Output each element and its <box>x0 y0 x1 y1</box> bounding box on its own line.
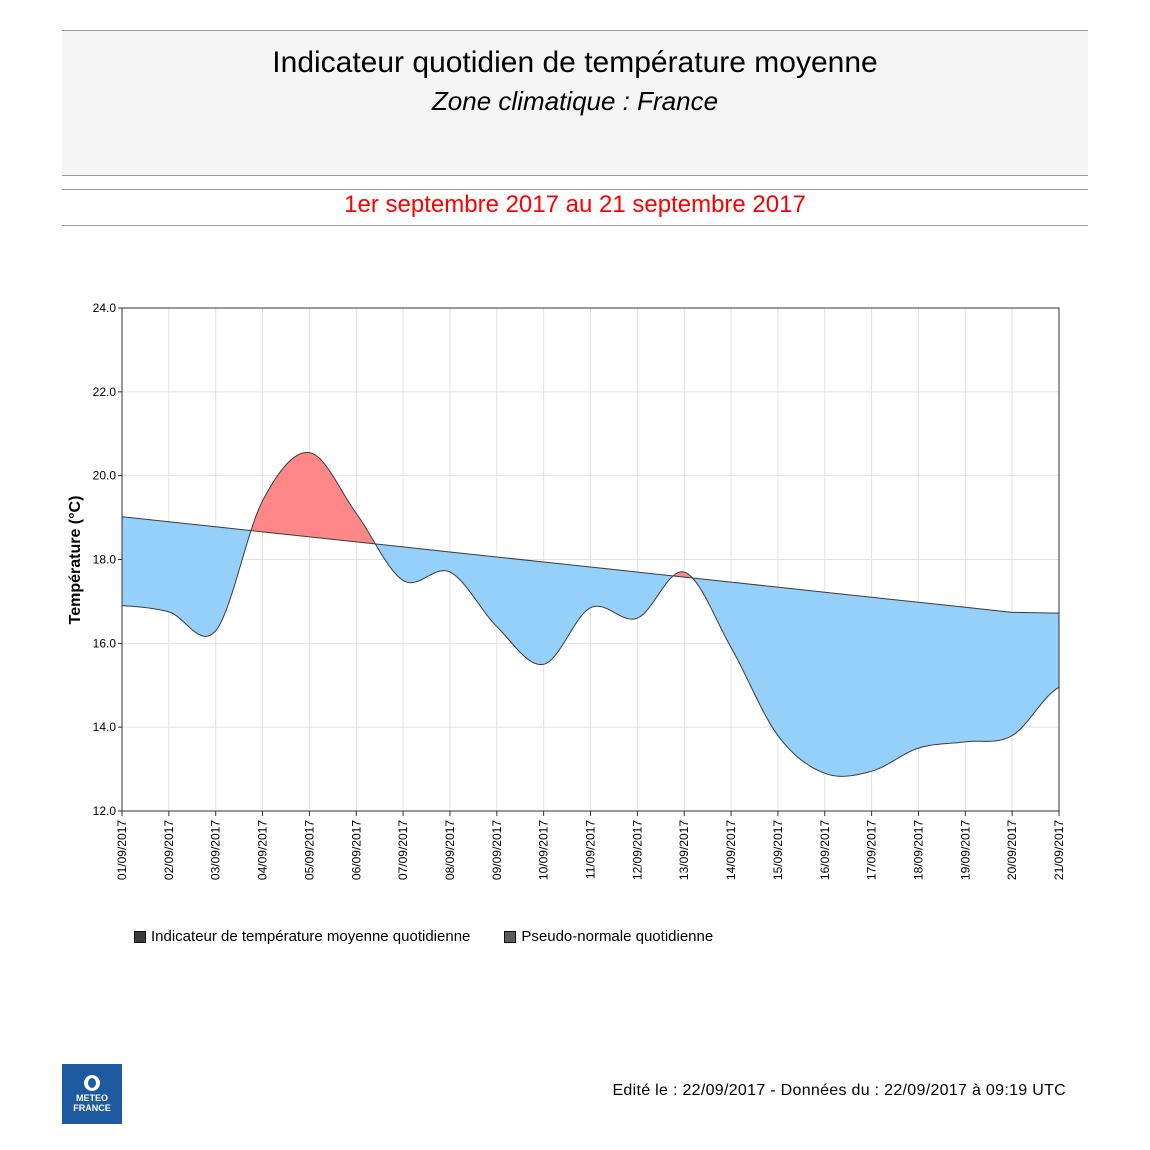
x-tick-label: 07/09/2017 <box>396 820 410 880</box>
legend-label-indicator: Indicateur de température moyenne quotid… <box>151 928 471 945</box>
x-tick-label: 15/09/2017 <box>771 820 785 880</box>
x-tick-label: 13/09/2017 <box>677 820 691 880</box>
logo-mark-icon <box>84 1075 100 1091</box>
y-axis: 12.0 14.0 16.0 18.0 20.0 22.0 24.0 <box>93 301 122 818</box>
area-above-normal <box>250 452 376 544</box>
chart-title: Indicateur quotidien de température moye… <box>272 46 878 79</box>
title-panel: Indicateur quotidien de température moye… <box>62 30 1088 176</box>
x-tick-label: 12/09/2017 <box>630 820 644 880</box>
area-below-normal <box>122 516 251 637</box>
edition-footer: Edité le : 22/09/2017 - Données du : 22/… <box>612 1082 1066 1099</box>
legend: Indicateur de température moyenne quotid… <box>134 928 713 945</box>
x-tick-label: 21/09/2017 <box>1052 820 1066 880</box>
x-tick-label: 16/09/2017 <box>818 820 832 880</box>
x-tick-label: 11/09/2017 <box>584 820 598 879</box>
x-tick-label: 17/09/2017 <box>865 820 879 880</box>
x-tick-label: 08/09/2017 <box>443 820 457 880</box>
x-tick-label: 02/09/2017 <box>162 820 176 880</box>
logo-line1: METEO <box>75 1093 108 1103</box>
y-tick-label: 14.0 <box>93 720 117 734</box>
y-axis-label: Température (°C) <box>67 496 84 625</box>
legend-swatch-indicator <box>134 930 146 943</box>
legend-swatch-normal <box>504 930 517 943</box>
x-tick-label: 06/09/2017 <box>349 820 363 880</box>
y-tick-label: 20.0 <box>93 469 117 483</box>
y-tick-label: 22.0 <box>93 385 117 399</box>
legend-item-indicator: Indicateur de température moyenne quotid… <box>134 928 470 945</box>
y-tick-label: 16.0 <box>93 636 117 650</box>
x-tick-label: 18/09/2017 <box>911 820 925 880</box>
y-tick-label: 24.0 <box>93 301 117 315</box>
series-lines <box>121 451 1060 777</box>
chart-subtitle: Zone climatique : France <box>431 86 719 116</box>
series-line-normal <box>121 516 1060 614</box>
x-tick-label: 05/09/2017 <box>302 820 316 880</box>
x-tick-label: 03/09/2017 <box>209 820 223 880</box>
x-tick-label: 10/09/2017 <box>537 820 551 880</box>
legend-item-normal: Pseudo-normale quotidienne <box>504 928 713 945</box>
area-below-normal <box>375 543 674 665</box>
x-axis: 01/09/2017 02/09/2017 03/09/2017 04/09/2017… <box>115 811 1066 880</box>
legend-label-normal: Pseudo-normale quotidienne <box>521 928 714 945</box>
x-tick-label: 09/09/2017 <box>490 820 504 880</box>
x-tick-label: 04/09/2017 <box>256 820 270 880</box>
y-tick-label: 18.0 <box>93 553 117 567</box>
x-tick-label: 20/09/2017 <box>1005 820 1019 880</box>
x-tick-label: 14/09/2017 <box>724 820 738 880</box>
period-label: 1er septembre 2017 au 21 septembre 2017 <box>344 191 806 218</box>
x-tick-label: 01/09/2017 <box>115 820 129 880</box>
x-tick-label: 19/09/2017 <box>958 820 972 880</box>
logo-line2: FRANCE <box>73 1103 111 1113</box>
period-panel: 1er septembre 2017 au 21 septembre 2017 <box>62 189 1088 226</box>
area-below-normal <box>692 577 1059 777</box>
deviation-areas <box>122 452 1059 777</box>
meteo-france-logo: METEO FRANCE <box>62 1064 122 1124</box>
y-tick-label: 12.0 <box>93 804 117 818</box>
series-line-indicator <box>121 451 1060 777</box>
